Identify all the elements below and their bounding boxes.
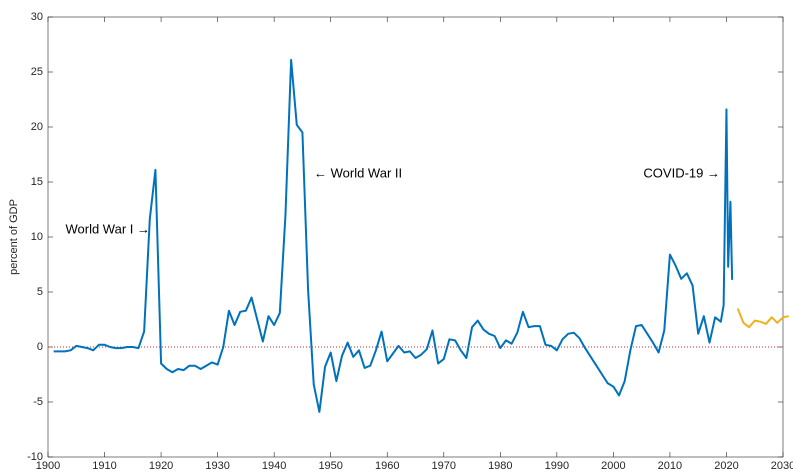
y-tick-label: 20 [31,121,43,133]
x-tick-label: 2000 [601,460,625,472]
x-tick-label: 1900 [36,460,60,472]
y-tick-label: 10 [31,231,43,243]
y-tick-label: 30 [31,11,43,23]
x-tick-label: 1990 [545,460,569,472]
data-line [53,58,734,413]
y-tick-label: -5 [33,396,43,408]
y-tick-label: 15 [31,176,43,188]
x-tick-label: 1950 [318,460,342,472]
y-tick-label: -10 [27,451,43,463]
x-tick-label: 2020 [714,460,738,472]
y-axis-label: percent of GDP [8,199,20,275]
x-tick-label: 1930 [205,460,229,472]
annotation: ← World War II [314,165,402,180]
y-tick-label: 0 [37,341,43,353]
x-tick-label: 1920 [149,460,173,472]
annotation: COVID-19 → [643,165,720,180]
data-line [736,308,789,329]
x-tick-label: 2010 [658,460,682,472]
y-tick-label: 25 [31,66,43,78]
x-tick-label: 1980 [488,460,512,472]
x-tick-label: 1910 [92,460,116,472]
annotation: World War I → [65,221,150,236]
x-tick-label: 1940 [262,460,286,472]
x-tick-label: 1960 [375,460,399,472]
x-tick-label: 2030 [771,460,793,472]
x-tick-label: 1970 [432,460,456,472]
y-tick-label: 5 [37,286,43,298]
